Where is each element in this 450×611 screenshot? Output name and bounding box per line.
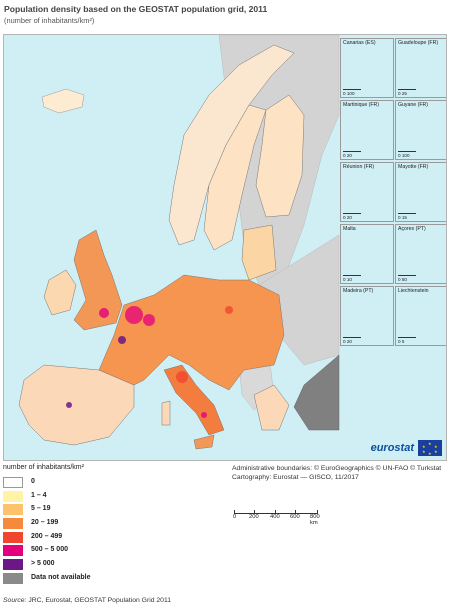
inset-acores: Açores (PT) 0 50 [395,224,446,284]
hotspot-benelux [125,306,143,324]
legend-label: Data not available [31,573,91,581]
map-subtitle: (number of inhabitants/km²) [4,16,95,25]
sicily [193,434,215,450]
inset-malta: Malta 0 10 [340,224,394,284]
inset-canarias: Canarias (ES) 0 100 [340,38,394,98]
inset-guadeloupe: Guadeloupe (FR) 0 25 [395,38,446,98]
italy [163,364,225,436]
legend-label: 5 – 19 [31,505,51,513]
map-frame: Canarias (ES) 0 100 Guadeloupe (FR) 0 25… [3,34,447,461]
inset-scale: 0 100 [343,89,361,96]
finland [255,94,305,218]
scale-label: 0 [233,514,237,520]
greece [253,384,290,431]
inset-guyane: Guyane (FR) 0 100 [395,100,446,160]
inset-label: Réunion (FR) [343,164,375,170]
legend-swatch [3,559,23,571]
europe-map [18,35,340,450]
hotspot-ruhr [143,314,155,326]
scale-label: 800 km [310,514,320,526]
turkey-no-data [293,354,340,431]
inset-scale: 0 50 [398,275,416,282]
scale-label: 400 [270,514,280,520]
mainland-eu [98,274,285,391]
norway [168,44,295,246]
credits-boundaries: Administrative boundaries: © EuroGeograp… [232,465,442,472]
credits-cartography: Cartography: Eurostat — GISCO, 11/2017 [232,474,359,481]
sweden [203,104,267,251]
inset-label: Martinique (FR) [343,102,380,108]
inset-martinique: Martinique (FR) 0 20 [340,100,394,160]
inset-label: Canarias (ES) [343,40,376,46]
inset-panel: Canarias (ES) 0 100 Guadeloupe (FR) 0 25… [339,35,446,355]
inset-liechtenstein: Liechtenstein 0 5 [395,286,446,346]
legend-label: 500 – 5 000 [31,546,68,554]
legend-label: 1 – 4 [31,491,47,499]
inset-label: Malta [343,226,356,232]
ireland [43,269,77,316]
legend-swatch [3,504,23,516]
sardinia [161,400,171,426]
inset-label: Madeira (PT) [343,288,374,294]
inset-scale: 0 20 [343,337,361,344]
hotspot-london [99,308,109,318]
hotspot-naples [201,412,207,418]
inset-scale: 0 10 [343,275,361,282]
hotspot-northern-italy [176,371,188,383]
eu-flag-icon: ★ ★ ★ ★ ★ ★ [418,440,442,456]
legend-swatch [3,518,23,530]
scale-bar: 0 200 400 600 800 km [233,505,320,526]
great-britain [73,229,123,331]
inset-label: Liechtenstein [398,288,429,294]
iberia [18,364,135,446]
credits: Administrative boundaries: © EuroGeograp… [232,464,441,482]
legend-title: number of inhabitants/km² [3,464,84,471]
legend-swatch [3,572,23,584]
legend-swatch [3,531,23,543]
inset-scale: 0 100 [398,151,416,158]
eurostat-logo: eurostat [370,442,414,454]
legend-swatch [3,545,23,557]
legend-label: 20 – 199 [31,519,59,527]
legend-label: > 5 000 [31,560,55,568]
legend-swatch [3,490,23,502]
source-note: Source: JRC, Eurostat, GEOSTAT Populatio… [3,597,171,604]
scale-label: 600 [290,514,300,520]
source-prefix: Source: [3,597,27,604]
inset-label: Guyane (FR) [398,102,428,108]
inset-scale: 0 20 [343,213,361,220]
inset-scale: 0 25 [398,89,416,96]
hotspot-poland [225,306,233,314]
legend-label: 0 [31,478,35,485]
inset-scale: 0 20 [343,151,361,158]
map-title: Population density based on the GEOSTAT … [4,4,268,14]
iceland [41,88,85,114]
legend-swatch [3,477,23,488]
hotspot-madrid [66,402,72,408]
inset-scale: 0 5 [398,337,416,344]
legend-label: 200 – 499 [31,532,63,540]
inset-label: Mayotte (FR) [398,164,429,170]
inset-reunion: Réunion (FR) 0 20 [340,162,394,222]
inset-scale: 0 15 [398,213,416,220]
scale-label: 200 [249,514,259,520]
inset-label: Açores (PT) [398,226,426,232]
inset-label: Guadeloupe (FR) [398,40,439,46]
inset-mayotte: Mayotte (FR) 0 15 [395,162,446,222]
baltic-states [241,224,277,281]
source-text: JRC, Eurostat, GEOSTAT Population Grid 2… [26,597,171,604]
inset-madeira: Madeira (PT) 0 20 [340,286,394,346]
hotspot-paris [118,336,126,344]
